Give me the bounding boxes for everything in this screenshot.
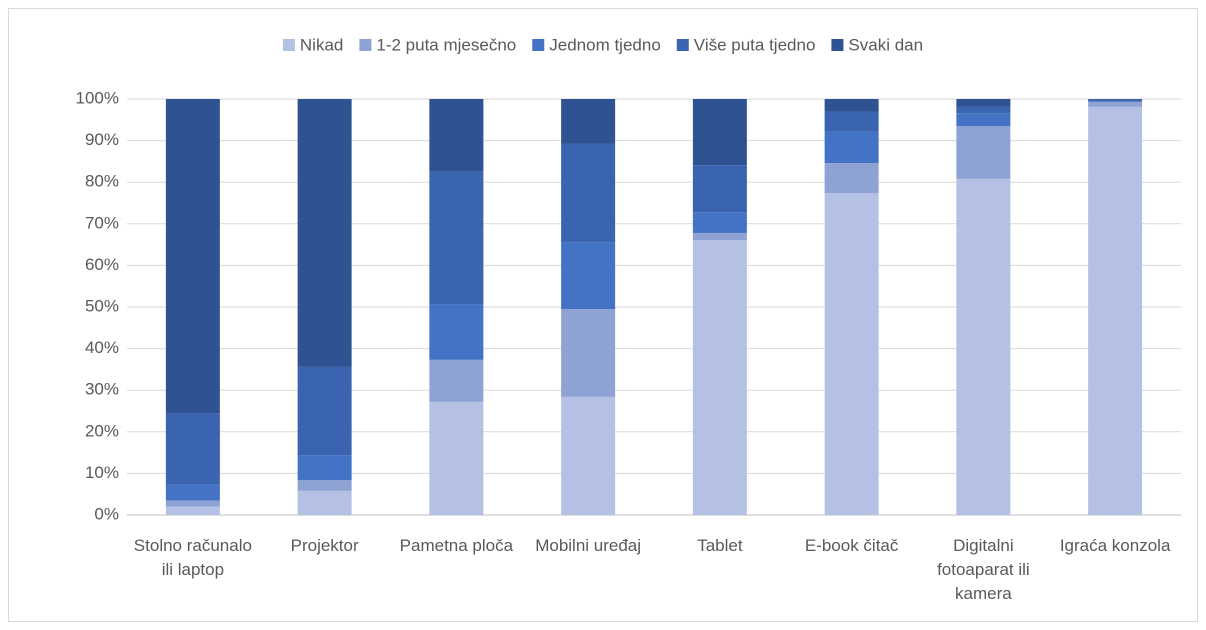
y-tick-label: 80% xyxy=(85,172,119,191)
legend-swatch xyxy=(676,39,689,51)
legend-label: Jednom tjedno xyxy=(549,35,661,54)
bar-segment xyxy=(165,506,220,515)
bar-segment xyxy=(297,99,352,367)
bar-segment xyxy=(1088,106,1143,516)
legend-swatch xyxy=(532,39,545,51)
bar-segment xyxy=(165,99,220,414)
bar-segment xyxy=(561,309,616,397)
bar-segment xyxy=(956,178,1011,515)
legend-label: Svaki dan xyxy=(848,35,923,54)
bar-segment xyxy=(429,304,484,360)
legend-label: Nikad xyxy=(300,35,343,54)
legend-swatch xyxy=(282,39,295,51)
bar-segment xyxy=(561,99,616,144)
bar-segment xyxy=(297,490,352,515)
bar-segment xyxy=(956,113,1011,127)
y-tick-label: 70% xyxy=(85,213,119,232)
bar-segment xyxy=(956,106,1011,114)
bar-segment xyxy=(956,126,1011,179)
bar-segment xyxy=(297,480,352,491)
x-tick-label: Projektor xyxy=(290,536,359,555)
x-tick-label: Stolno računalo ili laptop xyxy=(133,536,252,579)
bar-segment xyxy=(429,359,484,402)
legend-swatch xyxy=(831,39,844,51)
bar-segment xyxy=(824,131,879,164)
y-tick-label: 40% xyxy=(85,338,119,357)
x-tick-label: E-book čitač xyxy=(804,536,899,555)
bar-segment xyxy=(824,111,879,132)
legend-label: 1-2 puta mjesečno xyxy=(376,35,516,54)
bar-segment xyxy=(692,165,747,213)
bar-segment xyxy=(692,240,747,516)
bar-segment xyxy=(824,99,879,112)
bar-segment xyxy=(824,163,879,194)
y-tick-label: 50% xyxy=(85,296,119,315)
y-tick-label: 30% xyxy=(85,380,119,399)
y-tick-label: 100% xyxy=(76,88,119,107)
bar-segment xyxy=(561,242,616,310)
bar-segment xyxy=(692,212,747,233)
y-tick-label: 60% xyxy=(85,255,119,274)
bar-segment xyxy=(1088,101,1143,107)
bar-segment xyxy=(561,396,616,515)
x-tick-label: Tablet xyxy=(697,536,743,555)
bar-segment xyxy=(692,99,747,166)
y-tick-label: 10% xyxy=(85,463,119,482)
bar-segment xyxy=(1088,99,1143,100)
bar-segment xyxy=(956,99,1011,107)
y-tick-label: 0% xyxy=(94,504,119,523)
x-tick-label: Digitalni fotoaparat ili kamera xyxy=(937,536,1030,603)
x-tick-label: Mobilni uređaj xyxy=(535,536,642,555)
legend-swatch xyxy=(359,39,372,51)
bar-segment xyxy=(297,455,352,481)
x-tick-label: Igraća konzola xyxy=(1059,536,1171,555)
bar-segment xyxy=(692,232,747,241)
bar-segment xyxy=(165,500,220,507)
bar-segment xyxy=(165,413,220,485)
bar-segment xyxy=(824,193,879,516)
y-tick-label: 90% xyxy=(85,130,119,149)
bar-segment xyxy=(429,171,484,305)
x-tick-label: Pametna ploča xyxy=(399,536,514,555)
bar-segment xyxy=(429,99,484,172)
bar-segment xyxy=(1088,99,1143,102)
y-tick-label: 20% xyxy=(85,421,119,440)
bar-segment xyxy=(561,143,616,243)
bar-segment xyxy=(297,366,352,456)
bar-segment xyxy=(1088,101,1143,102)
legend-label: Više puta tjedno xyxy=(694,35,816,54)
bar-segment xyxy=(165,484,220,501)
bar-segment xyxy=(429,401,484,515)
